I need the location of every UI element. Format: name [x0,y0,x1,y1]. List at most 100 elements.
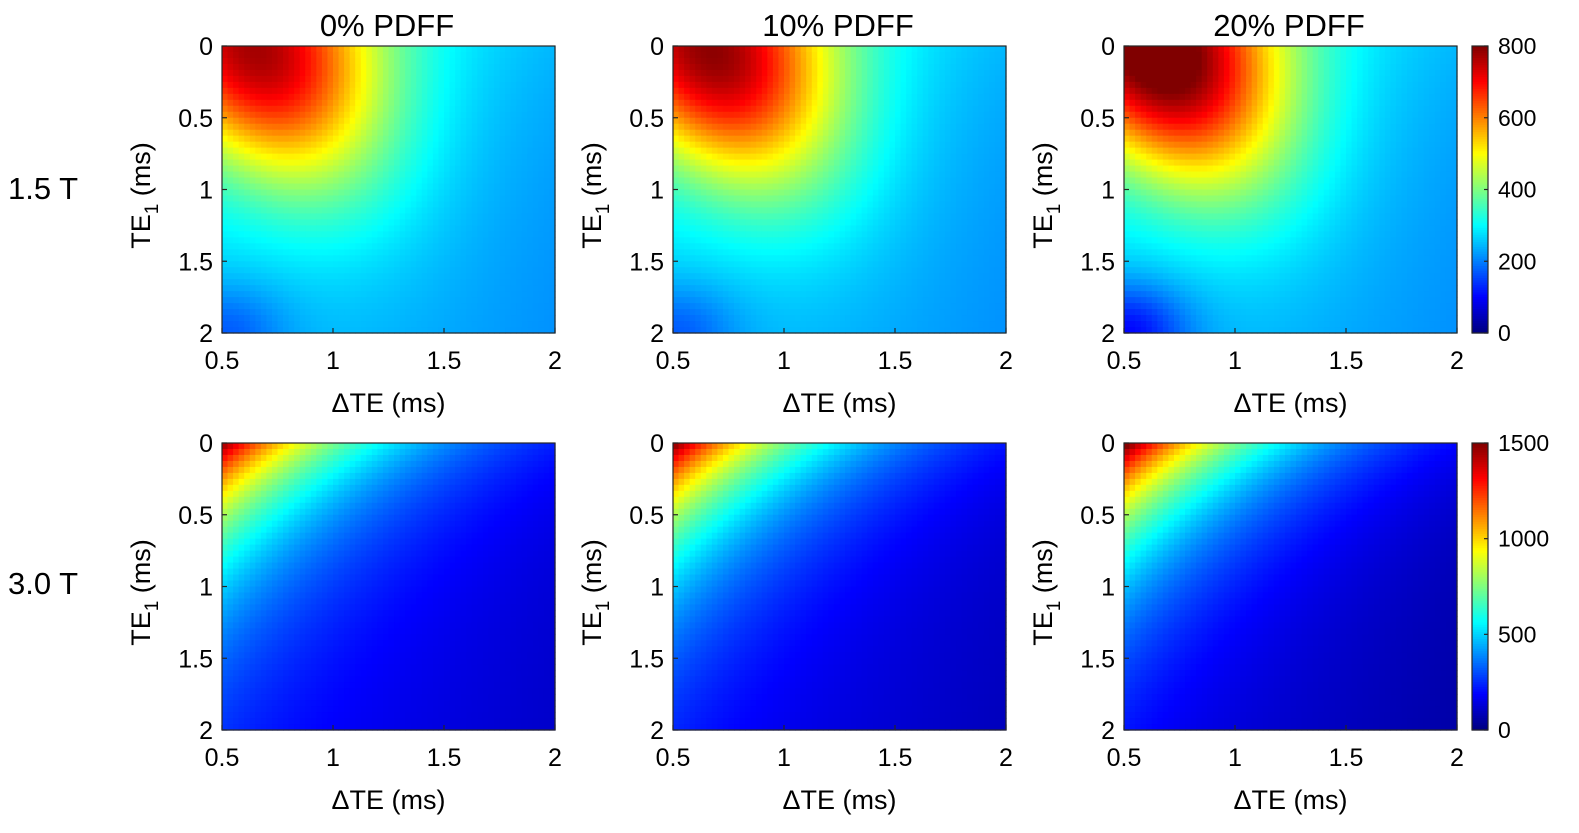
heatmap-cell [706,111,713,119]
heatmap-cell [283,285,290,292]
heatmap-cell [861,75,868,83]
heatmap-cell [689,165,696,173]
heatmap-cell [477,117,484,125]
heatmap-cell [684,51,691,59]
heatmap-cell [333,273,340,280]
heatmap-cell [856,153,863,161]
heatmap-cell [895,237,902,244]
heatmap-cell [371,141,378,149]
heatmap-cell [394,267,401,274]
heatmap-cell [355,159,362,167]
heatmap-cell [845,69,852,77]
heatmap-cell [950,46,957,53]
heatmap-cell [255,321,262,328]
heatmap-cell [961,69,968,77]
heatmap-cell [516,255,523,262]
heatmap-cell [410,303,417,310]
heatmap-cell [950,87,957,95]
heatmap-cell [711,183,718,191]
heatmap-cell [527,123,534,131]
heatmap-cell [316,297,323,304]
heatmap-cell [227,171,234,179]
heatmap-cell [477,213,484,220]
heatmap-cell [299,231,306,238]
heatmap-cell [972,207,979,215]
heatmap-cell [421,189,428,197]
heatmap-cell [355,327,362,334]
heatmap-cell [388,46,395,53]
heatmap-cell [978,153,985,161]
heatmap-cell [432,309,440,316]
heatmap-cell [327,105,334,113]
heatmap-cell [994,237,1002,244]
heatmap-cell [310,147,317,155]
heatmap-cell [493,165,501,173]
heatmap-cell [410,195,417,203]
heatmap-cell [405,135,412,143]
heatmap-cell [883,183,891,191]
heatmap-cell [333,105,340,113]
heatmap-cell [327,231,334,238]
heatmap-cell [349,291,356,298]
heatmap-cell [750,201,757,209]
heatmap-cell [360,249,367,256]
heatmap-cell [333,123,340,131]
heatmap-cell [455,291,462,298]
heatmap-cell [543,153,551,161]
heatmap-cell [388,111,395,119]
heatmap-cell [839,117,846,125]
heatmap-cell [856,93,863,101]
heatmap-cell [983,177,990,185]
heatmap-cell [516,135,523,143]
heatmap-cell [283,267,290,274]
heatmap-cell [922,99,929,107]
heatmap-cell [784,129,791,137]
heatmap-cell [878,93,885,101]
heatmap-cell [967,69,974,77]
heatmap-cell [784,51,791,59]
heatmap-cell [689,46,696,53]
heatmap-cell [377,57,384,65]
heatmap-cell [227,93,234,101]
heatmap-cell [994,63,1002,71]
heatmap-cell [872,159,879,167]
heatmap-cell [822,189,829,197]
heatmap-cell [233,321,240,328]
heatmap-cell [366,183,373,191]
heatmap-cell [543,135,551,143]
heatmap-cell [767,111,774,119]
heatmap-cell [756,141,763,149]
heatmap-cell [817,57,824,65]
heatmap-cell [861,183,868,191]
heatmap-cell [371,243,378,250]
heatmap-cell [806,46,813,53]
heatmap-cell [944,165,952,173]
heatmap-cell [493,69,501,77]
heatmap-cell [756,147,763,155]
heatmap-cell [689,57,696,65]
heatmap-cell [789,105,796,113]
heatmap-cell [521,75,528,83]
heatmap-cell [994,117,1002,125]
heatmap-cell [477,279,484,286]
heatmap-cell [455,51,462,59]
heatmap-cell [833,99,841,107]
heatmap-cell [294,243,301,250]
heatmap-cell [883,46,891,53]
heatmap-cell [745,75,752,83]
heatmap-cell [722,99,730,107]
heatmap-cell [222,75,229,83]
heatmap-cell [772,87,780,95]
heatmap-cell [900,207,907,215]
heatmap-cell [972,189,979,197]
heatmap-cell [689,249,696,256]
heatmap-cell [756,165,763,173]
heatmap-cell [410,63,417,71]
heatmap-cell [911,147,918,155]
heatmap-cell [532,141,539,149]
heatmap-cell [833,141,841,149]
heatmap-cell [706,141,713,149]
heatmap-cell [527,93,534,101]
heatmap-cell [438,237,445,244]
heatmap-cell [872,135,879,143]
